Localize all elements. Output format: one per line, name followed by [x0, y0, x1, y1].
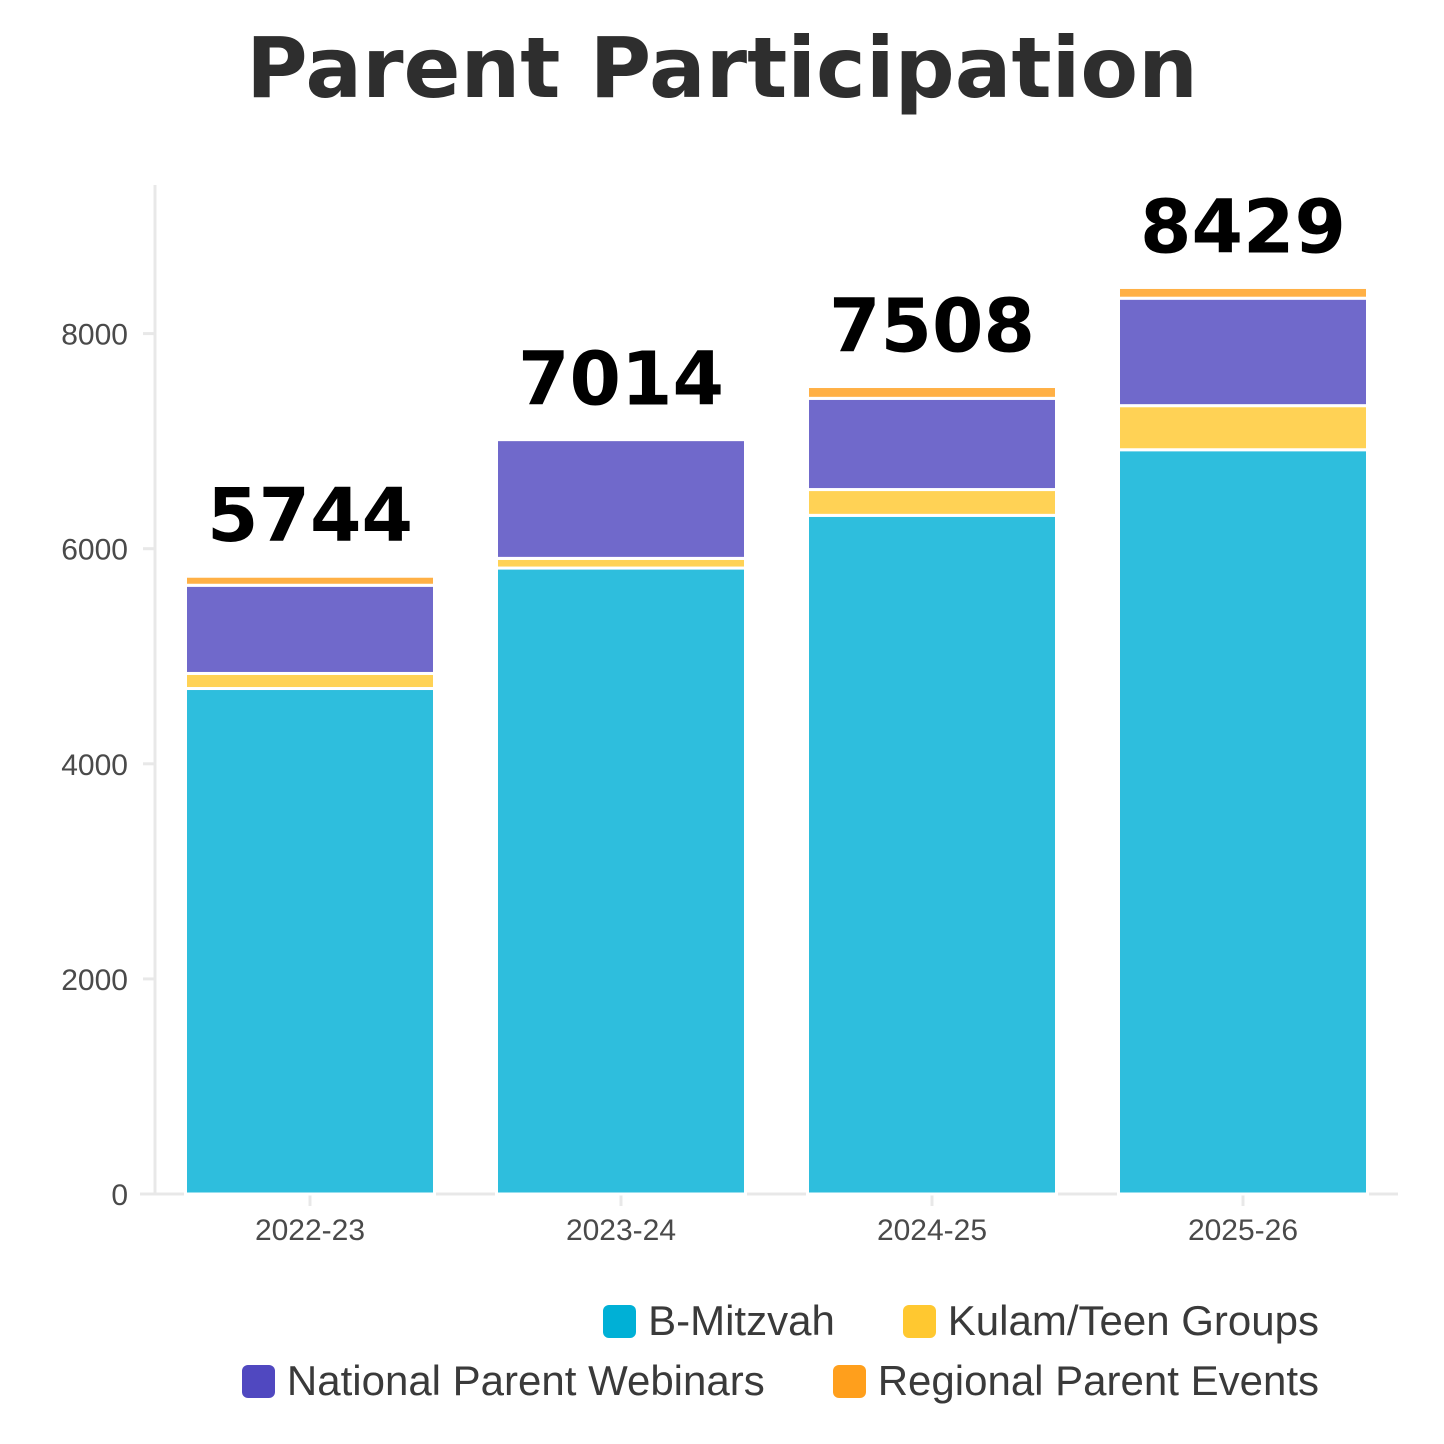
total-label-2025-26: 8429 — [1140, 184, 1346, 270]
legend-row-1: B-Mitzvah Kulam/Teen Groups — [603, 1300, 1319, 1342]
legend-label-b-mitzvah: B-Mitzvah — [648, 1297, 835, 1344]
bar-segment-national-parent-webinars-2023-24[interactable] — [495, 438, 747, 560]
x-tick-label: 2024-25 — [877, 1214, 987, 1247]
legend-item-b-mitzvah[interactable]: B-Mitzvah — [603, 1300, 835, 1342]
legend-label-national-parent-webinars: National Parent Webinars — [286, 1357, 765, 1404]
bar-segment-kulam-teen-groups-2024-25[interactable] — [806, 488, 1058, 517]
legend-item-national-parent-webinars[interactable]: National Parent Webinars — [241, 1357, 765, 1404]
bar-segment-regional-parent-events-2022-23[interactable] — [184, 574, 436, 587]
chart-title: Parent Participation — [246, 19, 1198, 117]
bar-segment-b-mitzvah-2024-25[interactable] — [806, 513, 1058, 1196]
y-tick-label: 6000 — [61, 534, 128, 567]
bar-segment-national-parent-webinars-2022-23[interactable] — [184, 583, 436, 675]
bar-segment-national-parent-webinars-2025-26[interactable] — [1117, 296, 1369, 408]
legend-item-regional-parent-events[interactable]: Regional Parent Events — [832, 1357, 1319, 1404]
legend-label-kulam-teen-groups: Kulam/Teen Groups — [947, 1297, 1319, 1344]
y-tick-label: 4000 — [61, 749, 128, 782]
total-label-2024-25: 7508 — [829, 284, 1035, 370]
legend-label-regional-parent-events: Regional Parent Events — [877, 1357, 1319, 1404]
legend-swatch-national-parent-webinars — [241, 1364, 275, 1398]
bar-segment-b-mitzvah-2023-24[interactable] — [495, 566, 747, 1196]
legend-swatch-kulam-teen-groups — [902, 1304, 936, 1338]
legend-swatch-b-mitzvah — [603, 1304, 637, 1338]
bar-group — [184, 285, 1369, 1196]
total-label-2022-23: 5744 — [207, 473, 413, 559]
legend-row-2: National Parent Webinars Regional Parent… — [241, 1357, 1319, 1404]
total-label-2023-24: 7014 — [518, 337, 724, 423]
bar-segment-b-mitzvah-2025-26[interactable] — [1117, 448, 1369, 1196]
x-tick-label: 2025-26 — [1188, 1214, 1298, 1247]
y-tick-group: 0 2000 4000 6000 8000 — [61, 319, 155, 1212]
bar-segment-regional-parent-events-2025-26[interactable] — [1117, 285, 1369, 300]
x-tick-group: 2022-23 2023-24 2024-25 2025-26 — [255, 1194, 1298, 1247]
bar-segment-kulam-teen-groups-2022-23[interactable] — [184, 671, 436, 691]
bar-segment-national-parent-webinars-2024-25[interactable] — [806, 396, 1058, 492]
legend-swatch-regional-parent-events — [832, 1364, 866, 1398]
y-tick-label: 0 — [111, 1179, 128, 1212]
bar-segment-kulam-teen-groups-2025-26[interactable] — [1117, 404, 1369, 452]
total-label-group: 5744 7014 7508 8429 — [207, 184, 1346, 559]
x-tick-label: 2022-23 — [255, 1214, 365, 1247]
y-tick-label: 8000 — [61, 319, 128, 352]
x-tick-label: 2023-24 — [566, 1214, 676, 1247]
bar-segment-b-mitzvah-2022-23[interactable] — [184, 687, 436, 1196]
legend-item-kulam-teen-groups[interactable]: Kulam/Teen Groups — [902, 1297, 1319, 1344]
y-tick-label: 2000 — [61, 964, 128, 997]
bar-segment-regional-parent-events-2024-25[interactable] — [806, 385, 1058, 400]
